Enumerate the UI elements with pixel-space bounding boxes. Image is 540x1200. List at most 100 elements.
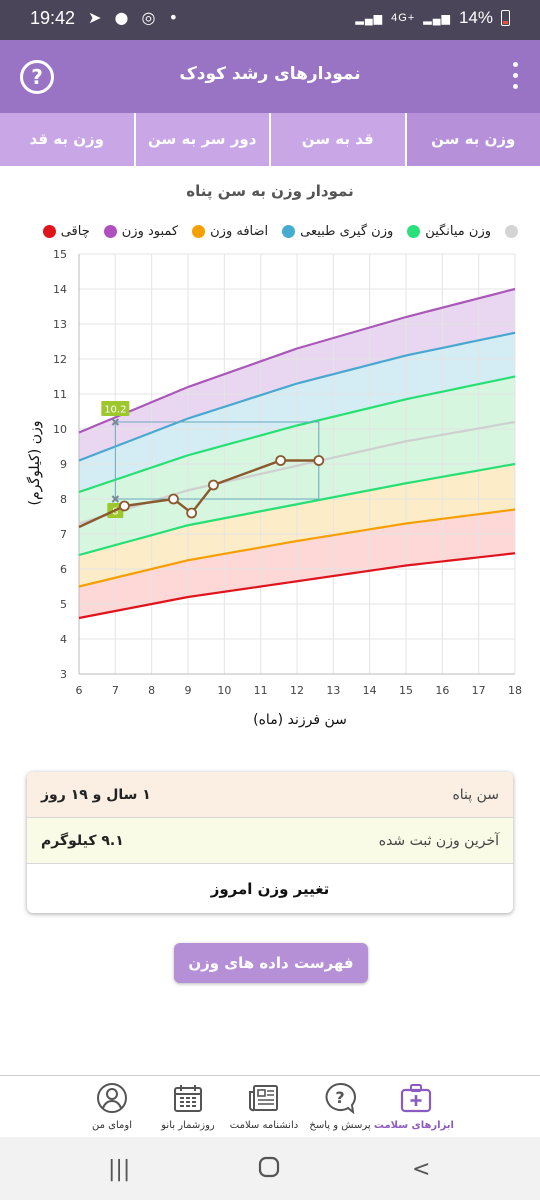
battery-percent: 14% [458, 8, 493, 27]
back-icon[interactable]: < [412, 1157, 431, 1182]
nav-calendar[interactable]: روزشمار بانو [150, 1076, 226, 1137]
legend-dot [103, 225, 117, 238]
app-bar: ? نمودارهای رشد کودک [0, 40, 540, 113]
age-row: سن پناه ۱ سال و ۱۹ روز [27, 772, 513, 818]
help-button[interactable]: ? [20, 60, 54, 94]
tab-height-for-age[interactable]: قد به سن [269, 113, 405, 166]
y-tick-label: 7 [60, 528, 67, 541]
legend-dot [192, 225, 206, 238]
chart-tabs: وزن به سن قد به سن دور سر به سن وزن به ق… [0, 113, 540, 166]
recent-apps-icon[interactable]: ||| [108, 1157, 131, 1182]
legend-item[interactable]: اضافه وزن [192, 224, 268, 239]
newspaper-icon [249, 1085, 278, 1112]
x-tick-label: 15 [399, 684, 413, 697]
nav-label-health-tools: ابزارهای سلامت [373, 1120, 454, 1131]
chart-legend: چاقی کمبود وزن اضافه وزن وزن گیری طبیعی وزن … [42, 224, 518, 239]
y-tick-label: 9 [60, 458, 67, 471]
legend-item[interactable]: وزن گیری طبیعی [282, 224, 393, 239]
y-tick-label: 5 [60, 598, 67, 611]
chart-title: نمودار وزن به سن پناه [186, 182, 354, 200]
y-tick-label: 8 [60, 493, 67, 506]
legend-dot [505, 225, 518, 238]
weight-list-button[interactable]: فهرست داده های وزن پناه [174, 943, 368, 1012]
tab-weight-for-height[interactable]: وزن به قد [29, 130, 104, 148]
nav-health-tools[interactable]: ابزارهای سلامت [373, 1076, 454, 1137]
nav-label-calendar: روزشمار بانو [161, 1120, 215, 1131]
signal-icon: ▂▄▆ [355, 12, 384, 25]
legend-item[interactable]: چاقی [42, 224, 90, 239]
annotation-label: 10.2 [104, 405, 126, 416]
notification-icons: ➤ ● ◎ • [88, 8, 183, 27]
tab-head-for-age[interactable]: دور سر به سن [133, 113, 270, 166]
child-weight-point [168, 493, 179, 505]
nav-my-profile[interactable]: اومای من [74, 1076, 150, 1137]
y-tick-label: 4 [60, 633, 67, 646]
x-tick-label: 13 [326, 684, 340, 697]
legend-item[interactable]: کمبود وزن [103, 224, 179, 239]
percentile-curve [78, 462, 516, 557]
percentile-curve [78, 375, 516, 494]
status-right: ▂▄▆ 4G+ ▂▄▆ 14% [355, 8, 510, 28]
user-avatar-icon [97, 1083, 127, 1113]
x-tick-label: 11 [254, 684, 268, 697]
legend-label: وزن گیری طبیعی [300, 224, 394, 239]
svg-text:?: ? [335, 1088, 344, 1107]
x-tick-label: 6 [76, 684, 83, 697]
system-nav-bar: ||| < [0, 1137, 540, 1200]
tab-weight-for-age[interactable]: وزن به سن [404, 113, 540, 166]
x-tick-label: 10 [217, 684, 231, 697]
percentile-curve [78, 331, 516, 462]
status-time: 19:42 [30, 8, 76, 28]
change-weight-today-button[interactable]: تغییر وزن امروز [210, 879, 330, 898]
last-weight-label: آخرین وزن ثبت شده [378, 832, 499, 849]
nav-label-encyclopedia: دانشنامه سلامت [229, 1120, 299, 1131]
legend-item[interactable] [505, 224, 518, 239]
x-tick-label: 14 [363, 684, 377, 697]
growth-chart: 6 7 8 9 10 11 12 13 14 15 16 17 18 3 4 5 6 7 8 9 10 11 12 13 14 1… [53, 248, 522, 697]
x-tick-label: 12 [290, 684, 304, 697]
nav-label-my-profile: اومای من [92, 1120, 132, 1131]
annotation-label: 8 [112, 507, 118, 518]
legend-label: وزن میانگین [425, 224, 491, 239]
y-tick-label: 11 [53, 388, 67, 401]
legend-item[interactable]: وزن میانگین [407, 224, 491, 239]
child-weight-point [186, 507, 198, 519]
child-weight-point [275, 455, 287, 466]
x-tick-label: 7 [112, 684, 119, 697]
y-tick-label: 3 [60, 668, 67, 681]
legend-dot [407, 225, 421, 238]
more-menu-icon[interactable] [510, 60, 520, 94]
calendar-icon [174, 1085, 202, 1112]
legend-label: اضافه وزن [210, 224, 269, 239]
child-weight-point [313, 455, 325, 466]
percentile-curve [78, 552, 516, 620]
child-weight-point [119, 500, 130, 512]
bottom-nav: ابزارهای سلامت ? پرسش و پاسخ دانشنامه سل… [0, 1075, 540, 1137]
last-weight-value: ۹.۱ کیلوگرم [41, 832, 124, 849]
nav-qa[interactable]: ? پرسش و پاسخ [302, 1076, 378, 1137]
annotation-marker [111, 495, 120, 503]
y-tick-label: 14 [53, 283, 67, 296]
child-weight-point [208, 479, 219, 491]
x-axis-title: سن فرزند (ماه) [253, 712, 347, 728]
legend-label: کمبود وزن [121, 224, 179, 239]
x-tick-label: 8 [148, 684, 155, 697]
legend-label: چاقی [60, 224, 90, 239]
annotation-marker [111, 418, 120, 426]
battery-icon [501, 10, 510, 26]
x-tick-label: 17 [472, 684, 486, 697]
medical-kit-icon [400, 1084, 432, 1113]
status-bar: 19:42 ➤ ● ◎ • ▂▄▆ 4G+ ▂▄▆ 14% [0, 0, 540, 40]
info-card: سن پناه ۱ سال و ۱۹ روز آخرین وزن ثبت شده… [27, 772, 513, 913]
age-value: ۱ سال و ۱۹ روز [41, 786, 151, 803]
y-tick-label: 13 [53, 318, 67, 331]
x-tick-label: 16 [435, 684, 449, 697]
nav-encyclopedia[interactable]: دانشنامه سلامت [226, 1076, 302, 1137]
network-type: 4G+ [391, 12, 416, 24]
home-icon[interactable] [257, 1155, 281, 1185]
x-tick-label: 9 [185, 684, 192, 697]
y-tick-label: 15 [53, 248, 67, 261]
last-weight-row: آخرین وزن ثبت شده ۹.۱ کیلوگرم [27, 818, 513, 864]
y-axis-title: وزن (کیلوگرم) [27, 420, 43, 506]
x-tick-label: 18 [508, 684, 522, 697]
